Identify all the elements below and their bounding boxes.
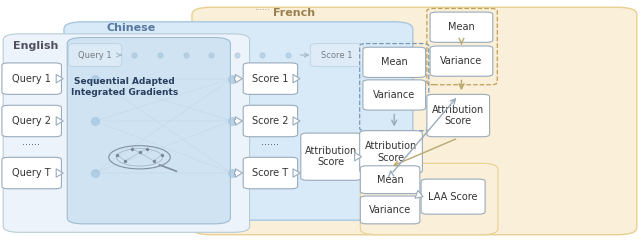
Text: Query 2: Query 2 (12, 116, 51, 126)
Text: ......: ...... (255, 3, 270, 12)
Text: French: French (273, 8, 316, 18)
Text: Score 2: Score 2 (252, 116, 289, 126)
FancyBboxPatch shape (430, 12, 493, 42)
Text: Score 1: Score 1 (321, 51, 353, 60)
FancyBboxPatch shape (2, 63, 61, 94)
FancyBboxPatch shape (68, 44, 122, 67)
FancyArrowPatch shape (415, 190, 423, 198)
FancyBboxPatch shape (360, 163, 498, 235)
Text: Variance: Variance (373, 90, 415, 100)
FancyArrowPatch shape (56, 75, 63, 83)
FancyArrowPatch shape (293, 169, 300, 177)
FancyBboxPatch shape (360, 196, 420, 224)
FancyArrowPatch shape (293, 75, 300, 83)
Text: Attribution
Score: Attribution Score (305, 146, 357, 167)
Text: Sequential Adapted
Integrated Gradients: Sequential Adapted Integrated Gradients (71, 77, 179, 97)
Text: Variance: Variance (369, 205, 412, 215)
FancyBboxPatch shape (430, 46, 493, 76)
Text: Mean: Mean (381, 57, 408, 67)
FancyBboxPatch shape (301, 133, 362, 180)
FancyBboxPatch shape (310, 44, 364, 67)
Text: Attribution
Score: Attribution Score (432, 105, 484, 126)
Text: Query 1: Query 1 (78, 51, 112, 60)
FancyBboxPatch shape (192, 7, 637, 235)
FancyBboxPatch shape (363, 47, 426, 77)
Text: Mean: Mean (377, 175, 403, 185)
FancyArrowPatch shape (234, 117, 243, 125)
FancyBboxPatch shape (421, 179, 485, 214)
Text: Query T: Query T (12, 168, 51, 178)
Text: Mean: Mean (448, 22, 475, 32)
Text: Score T: Score T (252, 168, 289, 178)
Text: Query 1: Query 1 (12, 74, 51, 84)
Text: ......: ...... (22, 136, 40, 147)
FancyBboxPatch shape (2, 105, 61, 137)
FancyArrowPatch shape (234, 169, 243, 177)
FancyArrowPatch shape (355, 152, 362, 161)
Text: English: English (13, 41, 58, 51)
FancyBboxPatch shape (2, 157, 61, 189)
Text: Variance: Variance (440, 56, 483, 66)
Text: Attribution
Score: Attribution Score (365, 141, 417, 163)
FancyBboxPatch shape (360, 131, 422, 173)
FancyBboxPatch shape (64, 22, 413, 220)
FancyBboxPatch shape (67, 38, 230, 224)
FancyBboxPatch shape (427, 94, 490, 137)
FancyBboxPatch shape (3, 34, 250, 232)
FancyArrowPatch shape (234, 75, 243, 83)
FancyArrowPatch shape (56, 117, 63, 125)
Text: LAA Score: LAA Score (428, 192, 478, 202)
FancyBboxPatch shape (243, 63, 298, 94)
Text: ......: ...... (261, 136, 279, 147)
FancyBboxPatch shape (243, 157, 298, 189)
FancyBboxPatch shape (363, 80, 426, 110)
Text: Chinese: Chinese (107, 23, 156, 33)
FancyBboxPatch shape (360, 166, 420, 194)
FancyArrowPatch shape (56, 169, 63, 177)
FancyBboxPatch shape (243, 105, 298, 137)
FancyArrowPatch shape (293, 117, 300, 125)
Text: Score 1: Score 1 (252, 74, 289, 84)
